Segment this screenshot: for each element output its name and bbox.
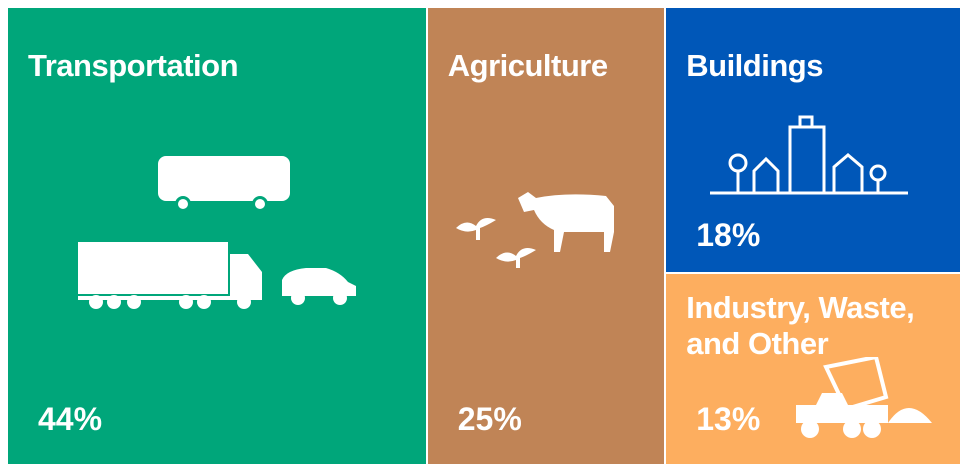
icon [710,113,910,203]
tile: Agriculture 25% [427,8,665,464]
tile-value: 44% [38,401,103,437]
icon [796,354,936,452]
tile-value: 25% [457,401,522,437]
tile-label: Agriculture [447,48,608,83]
tile: Transportation 44% [8,8,426,464]
icon [455,178,636,273]
tile-value: 13% [696,400,761,437]
buildings-icon [710,115,909,195]
transport-icon [78,156,356,309]
tile-label: Industry, Waste, and Other [686,289,915,361]
industry-icon [796,354,933,438]
tile-value: 18% [696,216,761,253]
agriculture-icon [455,192,614,270]
tile: Buildings 18% [666,8,960,272]
icon [78,156,378,331]
tile-label: Transportation [28,48,239,83]
tile-label: Buildings [686,48,823,83]
tile: Industry, Waste, and Other 13% [666,273,960,464]
